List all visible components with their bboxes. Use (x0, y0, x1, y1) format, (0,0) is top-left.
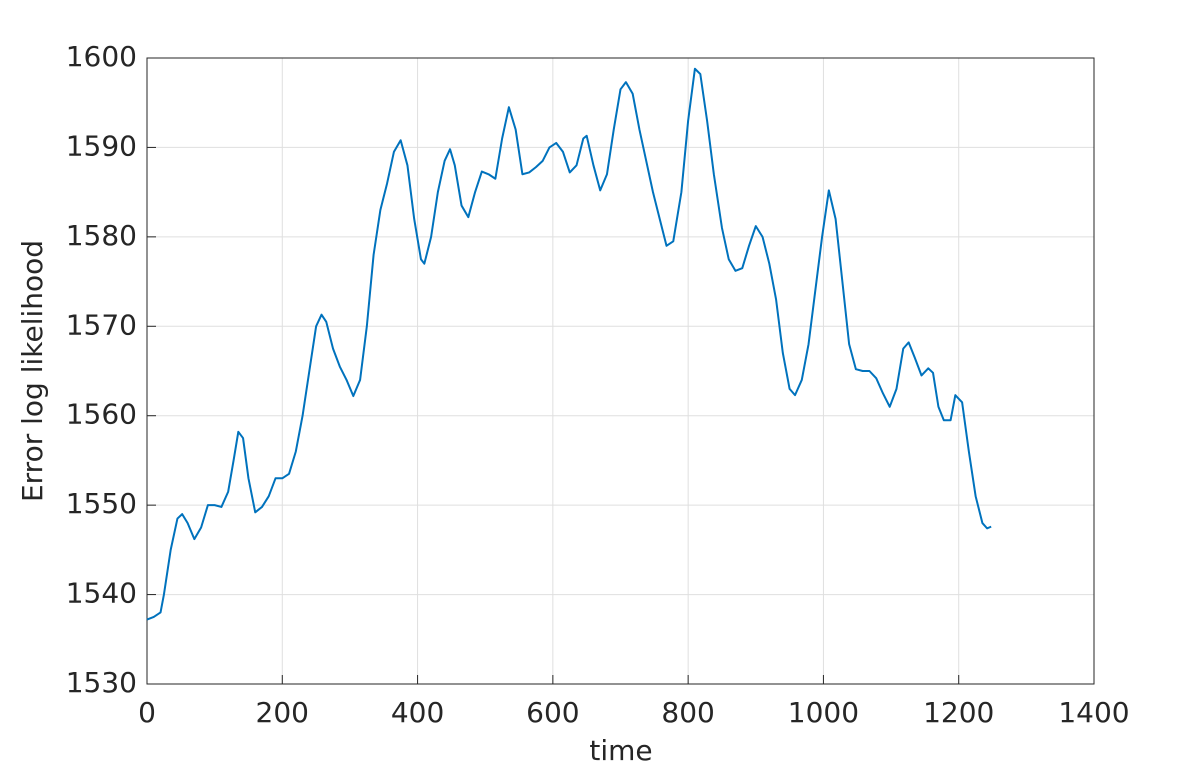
y-tick-label: 1530 (66, 666, 137, 699)
y-tick-label: 1550 (66, 487, 137, 520)
y-tick-label: 1540 (66, 577, 137, 610)
x-tick-label: 200 (256, 696, 309, 729)
x-tick-label: 600 (526, 696, 579, 729)
y-tick-label: 1600 (66, 40, 137, 73)
data-line (146, 67, 992, 621)
y-tick-label: 1570 (66, 308, 137, 341)
x-tick-label: 400 (391, 696, 444, 729)
y-tick-label: 1560 (66, 398, 137, 431)
x-tick-label: 800 (661, 696, 714, 729)
x-tick-label: 1400 (1058, 696, 1129, 729)
y-tick-label: 1580 (66, 219, 137, 252)
x-tick-label: 0 (138, 696, 156, 729)
plot-frame (146, 57, 1095, 685)
x-axis-label: time (589, 734, 652, 767)
x-tick-label: 1200 (923, 696, 994, 729)
x-tick-label: 1000 (788, 696, 859, 729)
y-tick-label: 1590 (66, 129, 137, 162)
y-axis-label: Error log likelihood (16, 240, 49, 502)
